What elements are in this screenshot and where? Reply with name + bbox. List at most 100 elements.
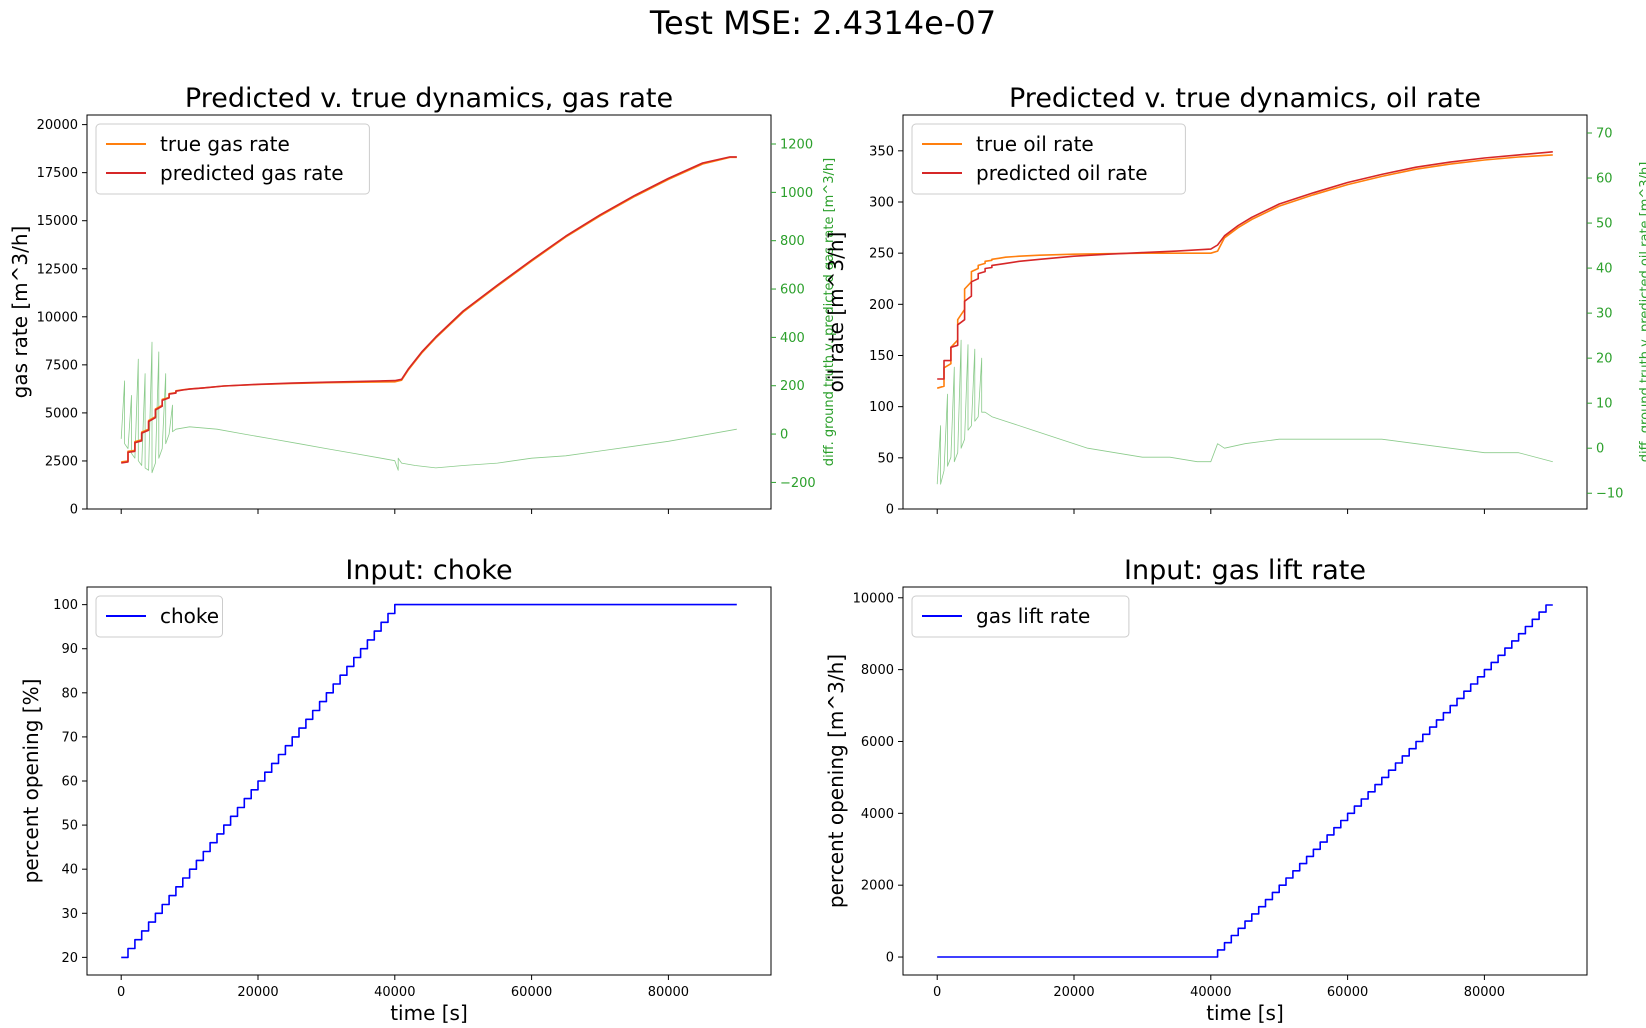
gaslift-title: Input: gas lift rate [1124,555,1366,586]
choke-x-axis-label: time [s] [390,1001,468,1025]
gaslift-series-group [937,604,1553,958]
gas-legend-label: predicted gas rate [160,161,344,185]
gaslift-xtick-label: 60000 [1327,985,1368,1000]
panel-oil-rate: 0 50 100 150 200 250 300 350 −10 0 10 20 30 40 50 60 70 d… [824,83,1646,518]
gas-y2tick-label: 1200 [780,138,813,153]
choke-ytick-label: 70 [61,730,78,745]
oil-y2tick-label: 50 [1596,217,1613,232]
oil-series-true-oil-rate [936,154,1553,389]
gaslift-ytick-label: 6000 [861,735,894,750]
gas-series-diff [120,341,737,474]
gas-y2tick-label: 1000 [780,186,813,201]
gaslift-ytick-label: 8000 [861,663,894,678]
gas-ytick-label: 15000 [37,214,78,229]
choke-xtick-label: 80000 [648,985,689,1000]
oil-ytick-label: 300 [869,195,894,210]
gaslift-ytick-label: 4000 [861,807,894,822]
gaslift-xtick-label: 0 [933,985,941,1000]
gas-y2tick-label: −200 [780,476,816,491]
oil-y2tick-label: 0 [1596,442,1604,457]
oil-title: Predicted v. true dynamics, oil rate [1009,83,1481,114]
oil-legend-label: true oil rate [976,132,1094,156]
gas-ytick-label: 20000 [37,118,78,133]
gaslift-series-gas-lift-rate [937,604,1553,958]
choke-ytick-label: 30 [61,907,78,922]
oil-ytick-label: 250 [869,247,894,262]
choke-ytick-label: 20 [61,951,78,966]
oil-axes-frame [902,114,1588,510]
gas-y2tick-label: 600 [780,283,805,298]
choke-ytick-label: 80 [61,686,78,701]
oil-legend-label: predicted oil rate [976,161,1148,185]
gas-ytick-label: 17500 [37,166,78,181]
oil-ytick-label: 0 [886,503,894,518]
panel-gas-lift-rate: 0 20000 40000 60000 80000 0 2000 4000 6000 8000 10… [824,555,1588,1025]
choke-series-group [121,603,737,959]
choke-series-choke [121,603,737,959]
gaslift-ytick-label: 0 [886,951,894,966]
choke-xtick-label: 0 [117,985,125,1000]
gas-y2tick-label: 0 [780,428,788,443]
gaslift-x-axis-label: time [s] [1206,1001,1284,1025]
gas-series-predicted-gas-rate [121,156,737,464]
gas-y2tick-label: 800 [780,234,805,249]
oil-series-diff [936,339,1553,485]
choke-legend [95,595,223,638]
oil-y2tick-label: −10 [1596,487,1623,502]
figure-suptitle: Test MSE: 2.4314e-07 [649,4,996,42]
oil-y-axis-label: oil rate [m^3/h] [824,232,848,393]
choke-ytick-label: 40 [61,863,78,878]
gas-ytick-label: 7500 [45,358,78,373]
oil-y2tick-label: 30 [1596,307,1613,322]
gaslift-legend-label: gas lift rate [976,604,1090,628]
gaslift-xtick-label: 80000 [1464,985,1505,1000]
choke-title: Input: choke [345,555,512,586]
panel-choke: 0 20000 40000 60000 80000 20 30 40 50 60 70 80 90 100… [19,555,772,1025]
choke-legend-label: choke [160,604,219,628]
gaslift-axes-frame [902,586,1588,976]
gas-title: Predicted v. true dynamics, gas rate [185,83,673,114]
gas-series-group [120,156,737,474]
oil-ytick-label: 150 [869,349,894,364]
oil-y2tick-label: 60 [1596,172,1613,187]
gas-y2tick-label: 200 [780,379,805,394]
oil-legend [911,123,1186,195]
oil-series-predicted-oil-rate [937,151,1553,380]
choke-xtick-label: 20000 [237,985,278,1000]
oil-y2tick-label: 40 [1596,262,1613,277]
gas-ytick-label: 12500 [37,262,78,277]
choke-xtick-label: 40000 [374,985,415,1000]
choke-ytick-label: 90 [61,642,78,657]
oil-y2tick-label: 20 [1596,352,1613,367]
gas-legend-label: true gas rate [160,132,290,156]
gas-legend [95,123,370,195]
gas-axes-frame [86,114,772,510]
gas-ytick-label: 5000 [45,406,78,421]
oil-ytick-label: 50 [877,451,894,466]
choke-ytick-label: 50 [61,819,78,834]
choke-axes-frame [86,586,772,976]
gas-y2-axis-label: diff. ground truth v. predicted gas rate… [822,158,837,466]
oil-y2-axis-label: diff. ground truth v. predicted oil rate… [1638,162,1646,463]
gas-ytick-label: 10000 [37,310,78,325]
oil-series-group [936,151,1553,485]
gaslift-ytick-label: 10000 [853,591,894,606]
oil-ytick-label: 350 [869,144,894,159]
choke-y-axis-label: percent opening [%] [19,679,43,884]
oil-y2tick-label: 10 [1596,397,1613,412]
gaslift-y-axis-label: percent opening [m^3/h] [824,654,848,908]
oil-ytick-label: 200 [869,298,894,313]
gas-ytick-label: 2500 [45,454,78,469]
gaslift-xtick-label: 20000 [1053,985,1094,1000]
oil-ytick-label: 100 [869,400,894,415]
gas-y-axis-label: gas rate [m^3/h] [8,226,32,399]
gas-y2tick-label: 400 [780,331,805,346]
gaslift-xtick-label: 40000 [1190,985,1231,1000]
gaslift-legend [911,595,1130,638]
oil-y2tick-label: 70 [1596,127,1613,142]
panel-gas-rate: 02500500075001000012500150001750020000−2… [8,83,837,518]
gas-ytick-label: 0 [70,503,78,518]
gaslift-ytick-label: 2000 [861,879,894,894]
choke-xtick-label: 60000 [511,985,552,1000]
